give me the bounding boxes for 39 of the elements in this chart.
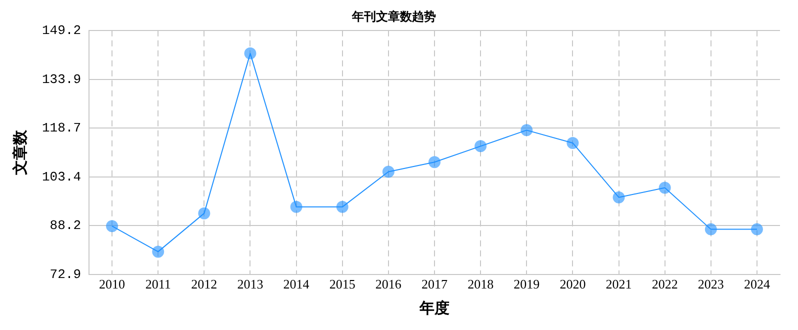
x-tick-label: 2012 xyxy=(191,276,218,292)
point xyxy=(382,166,394,178)
y-tick-label: 133.9 xyxy=(42,72,82,87)
point xyxy=(658,182,671,194)
point xyxy=(474,140,487,152)
y-tick-label: 118.7 xyxy=(42,120,82,136)
y-axis-title: 文章数 xyxy=(10,128,29,176)
chart-title: 年刊文章数趋势 xyxy=(351,9,436,24)
x-tick-label: 2018 xyxy=(468,276,494,292)
x-tick-label: 2014 xyxy=(283,276,310,292)
point xyxy=(428,156,441,168)
point xyxy=(520,124,533,136)
x-tick-label: 2015 xyxy=(329,276,356,292)
point xyxy=(566,136,579,149)
point xyxy=(704,223,717,236)
y-tick-label: 149.2 xyxy=(42,22,82,38)
point xyxy=(290,200,302,213)
x-tick-label: 2010 xyxy=(99,276,126,292)
point xyxy=(198,207,210,220)
point xyxy=(244,47,256,60)
x-tick-label: 2011 xyxy=(145,276,171,292)
x-tick-label: 2022 xyxy=(652,276,678,292)
y-tick-label: 72.9 xyxy=(50,266,82,282)
x-tick-label: 2023 xyxy=(698,276,724,292)
x-axis-title: 年度 xyxy=(418,298,450,317)
x-tick-label: 2013 xyxy=(237,276,264,292)
point xyxy=(750,223,763,236)
y-tick-label: 88.2 xyxy=(50,218,82,233)
point xyxy=(612,191,625,204)
x-tick-label: 2020 xyxy=(560,276,586,292)
x-tick-label: 2019 xyxy=(514,276,540,292)
point xyxy=(336,200,348,213)
x-tick-label: 2016 xyxy=(375,276,402,292)
point xyxy=(106,220,118,232)
x-tick-label: 2021 xyxy=(606,276,632,292)
point xyxy=(152,246,164,258)
x-tick-label: 2024 xyxy=(744,276,770,292)
y-tick-label: 103.4 xyxy=(42,169,82,184)
x-tick-label: 2017 xyxy=(422,276,448,292)
